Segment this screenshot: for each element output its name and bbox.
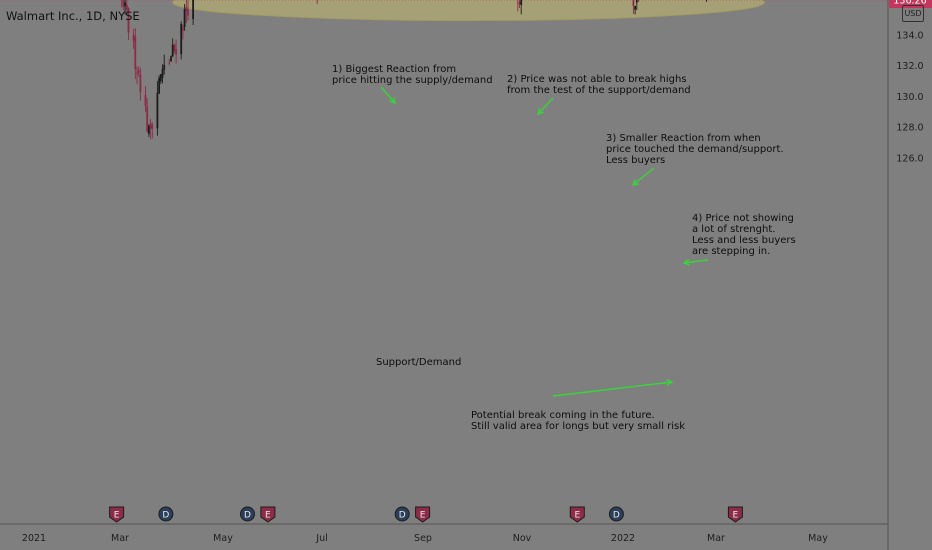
candle-body [168,62,171,64]
last-price-tag [889,0,932,8]
time-tick-label: Jul [315,533,327,544]
price-tick-label: 128.0 [896,123,923,134]
candle-body [134,36,137,69]
candle-body [180,24,183,55]
price-tick-label: 134.0 [896,30,923,41]
earnings-event-icon [727,506,743,523]
annotation-arrows-group [380,86,709,397]
dividend-event-icon [608,506,624,522]
candle-body [159,74,162,82]
candle-body [520,0,523,5]
time-tick-label: 2021 [22,533,46,544]
annotation-potential-break: Potential break coming in the future. St… [471,410,686,432]
candles-group [121,0,707,140]
candle-body [632,0,635,7]
event-marker-label: D [613,511,620,521]
event-marker-label: E [733,511,739,521]
candle-body [518,1,521,5]
time-tick-label: Mar [111,533,129,544]
candle-body [635,0,638,3]
time-tick-label: Nov [513,533,532,544]
annotation-biggest-reaction: 1) Biggest Reaction from price hitting t… [332,64,493,86]
candle-body [148,125,150,134]
candle-body [182,27,184,31]
candle-body [163,64,166,70]
annotation-arrow [632,167,655,186]
event-marker-label: D [162,511,169,521]
annotation-arrow [537,97,554,115]
time-tick-label: 2022 [611,533,635,544]
currency-badge[interactable]: USD [902,5,924,22]
candle-body [137,70,140,74]
price-tick-label: 132.0 [896,61,923,72]
annotation-arrow [552,381,673,397]
support-demand-zone-group [0,0,888,21]
price-tick-label: 126.0 [896,154,923,165]
symbol-title: Walmart Inc., 1D, NYSE [6,9,140,23]
candle-body [171,45,174,57]
time-tick-label: May [808,533,828,544]
earnings-event-icon [260,506,276,523]
time-tick-label: Sep [414,533,432,544]
dividend-event-icon [394,506,410,522]
candle-body [185,7,188,11]
annotation-arrow [380,86,396,104]
candle-body [132,35,135,41]
candle-body [161,69,164,78]
candle-body [170,56,172,62]
candle-body [158,77,160,94]
candle-body [183,9,186,28]
event-marker-label: E [265,511,271,521]
event-marker-label: E [114,511,120,521]
earnings-event-icon [415,506,431,523]
candle-body [144,94,147,106]
support-demand-label: Support/Demand [376,357,462,368]
time-tick-label: Mar [707,533,725,544]
event-marker-label: E [420,511,426,521]
annotation-arrow-head [389,96,396,105]
annotation-arrow-head [682,258,690,266]
candle-body [192,0,194,20]
candle-body [156,92,159,129]
annotation-arrow-head [666,379,674,387]
event-marker-label: D [244,511,251,521]
candle-body [139,74,142,93]
candle-body [124,2,126,7]
annotation-weak-price: 4) Price not showing a lot of strenght. … [692,213,796,257]
last-price-label: 136.26 [893,0,926,6]
dividend-event-icon [158,506,174,522]
event-marker-label: E [574,511,580,521]
annotation-arrow-head [631,179,640,186]
annotation-highs-not-broken: 2) Price was not able to break highs fro… [507,74,691,96]
candle-body [136,72,138,74]
candle-body [173,44,176,51]
candle-body [151,125,154,129]
earnings-event-icon [569,506,585,523]
candle-body [125,4,128,10]
candle-body [127,7,130,33]
earnings-event-icon [109,506,125,523]
candle-body [149,122,152,129]
candle-body [634,6,636,10]
candle-body [146,106,149,132]
annotation-arrow [683,259,709,264]
support-demand-zone [172,0,765,21]
candle-body [187,9,189,16]
price-tick-label: 130.0 [896,92,923,103]
candle-body [122,0,125,7]
event-marker-label: D [399,511,406,521]
annotation-smaller-reaction: 3) Smaller Reaction from when price touc… [606,133,784,166]
time-tick-label: May [213,533,233,544]
annotation-arrow-head [537,108,544,116]
candle-body [175,49,177,55]
dividend-event-icon [240,506,255,522]
